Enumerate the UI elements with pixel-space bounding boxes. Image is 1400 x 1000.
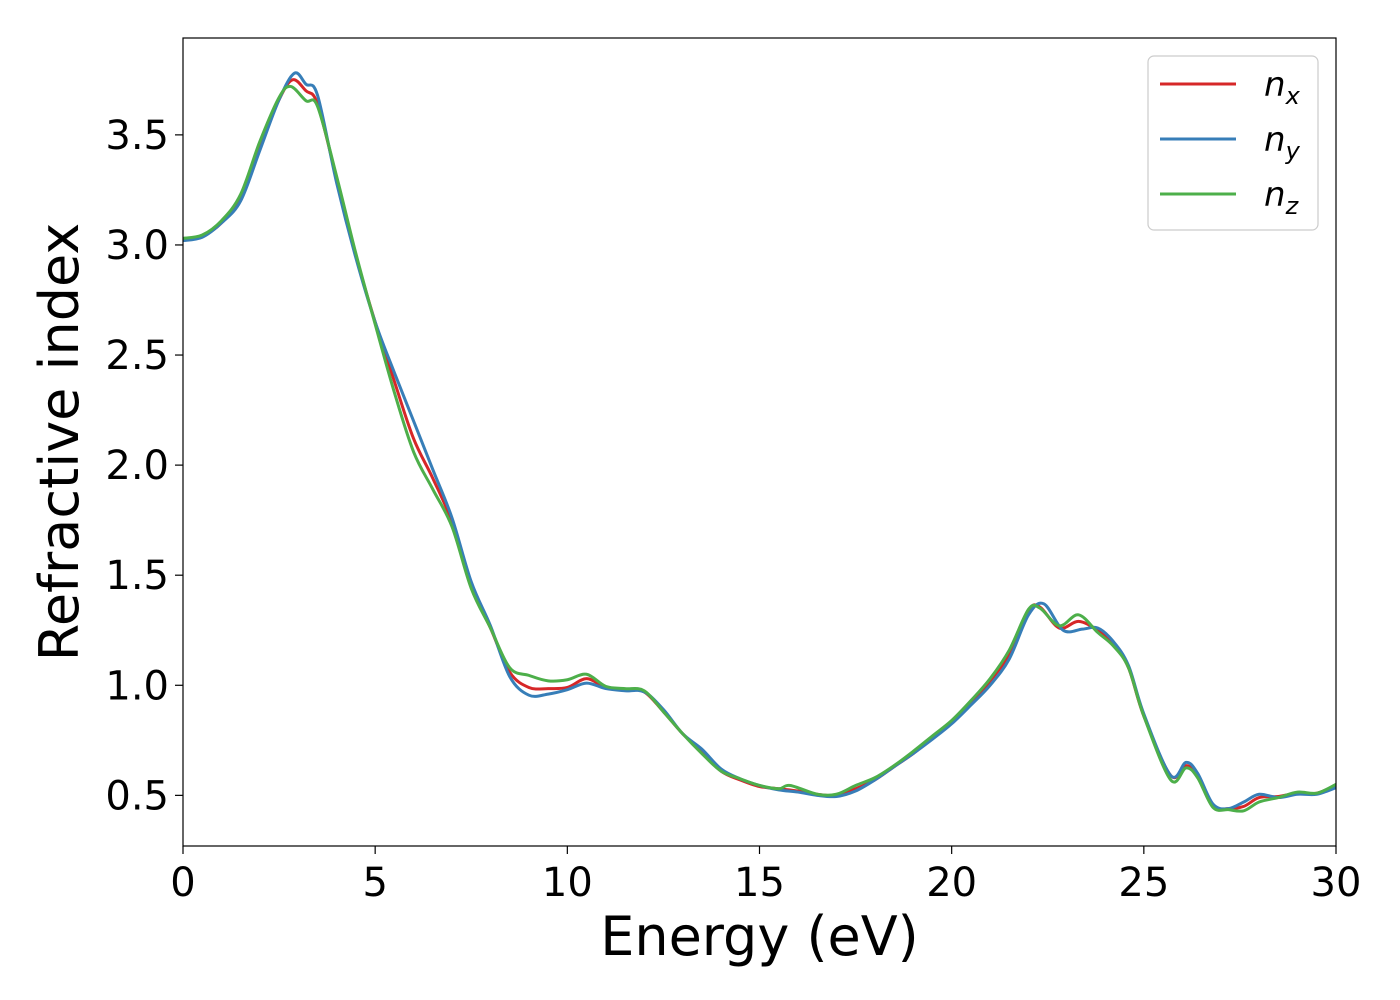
legend: nx ny nz bbox=[1147, 55, 1319, 231]
y-tick-label: 1.0 bbox=[105, 663, 169, 709]
legend-entry-nz: nz bbox=[1264, 175, 1300, 220]
x-tick-label: 0 bbox=[170, 860, 195, 906]
y-axis-label: Refractive index bbox=[28, 223, 91, 662]
x-tick-label: 15 bbox=[734, 860, 785, 906]
y-tick-label: 0.5 bbox=[105, 773, 169, 819]
x-axis-label: Energy (eV) bbox=[600, 905, 919, 968]
legend-entry-ny: ny bbox=[1264, 120, 1301, 165]
series-layer bbox=[183, 71, 1336, 813]
y-tick-label: 2.5 bbox=[105, 333, 169, 379]
x-axis: 0 5 10 15 20 25 30 bbox=[170, 846, 1361, 906]
legend-entry-nx: nx bbox=[1264, 65, 1301, 110]
x-tick-label: 5 bbox=[362, 860, 387, 906]
legend-box bbox=[1147, 55, 1319, 231]
x-tick-label: 20 bbox=[926, 860, 977, 906]
y-tick-label: 3.0 bbox=[105, 223, 169, 269]
x-tick-label: 30 bbox=[1311, 860, 1362, 906]
y-tick-label: 2.0 bbox=[105, 443, 169, 489]
y-tick-label: 1.5 bbox=[105, 553, 169, 599]
x-tick-label: 25 bbox=[1118, 860, 1169, 906]
series-line-nz bbox=[183, 84, 1336, 813]
y-axis: 0.5 1.0 1.5 2.0 2.5 3.0 3.5 bbox=[105, 113, 183, 819]
y-tick-label: 3.5 bbox=[105, 113, 169, 159]
x-tick-label: 10 bbox=[542, 860, 593, 906]
